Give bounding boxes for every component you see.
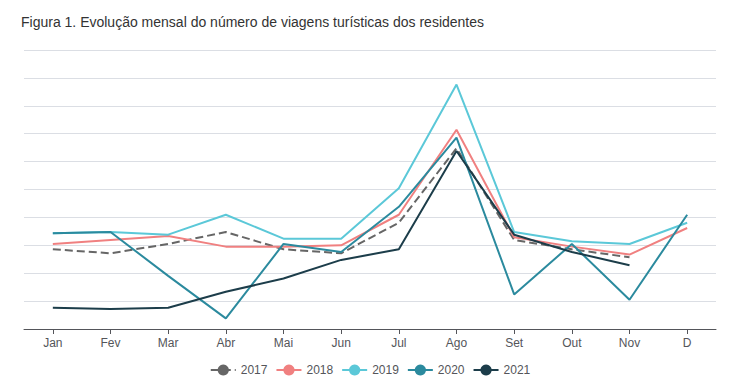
svg-text:Fev: Fev: [100, 336, 120, 350]
svg-text:Ago: Ago: [446, 336, 468, 350]
svg-text:Mai: Mai: [274, 336, 293, 350]
svg-text:Jul: Jul: [391, 336, 406, 350]
svg-text:Nov: Nov: [619, 336, 640, 350]
svg-text:Out: Out: [562, 336, 582, 350]
svg-text:D: D: [683, 336, 692, 350]
svg-text:2021: 2021: [504, 363, 531, 377]
svg-text:Mar: Mar: [158, 336, 179, 350]
svg-text:Figura 1. Evolução mensal do n: Figura 1. Evolução mensal do número de v…: [21, 14, 484, 30]
svg-text:Set: Set: [505, 336, 524, 350]
svg-text:2017: 2017: [241, 363, 268, 377]
svg-text:2019: 2019: [372, 363, 399, 377]
svg-text:Abr: Abr: [216, 336, 235, 350]
svg-text:Jun: Jun: [331, 336, 350, 350]
svg-text:2020: 2020: [438, 363, 465, 377]
svg-text:Jan: Jan: [43, 336, 62, 350]
svg-text:2018: 2018: [306, 363, 333, 377]
